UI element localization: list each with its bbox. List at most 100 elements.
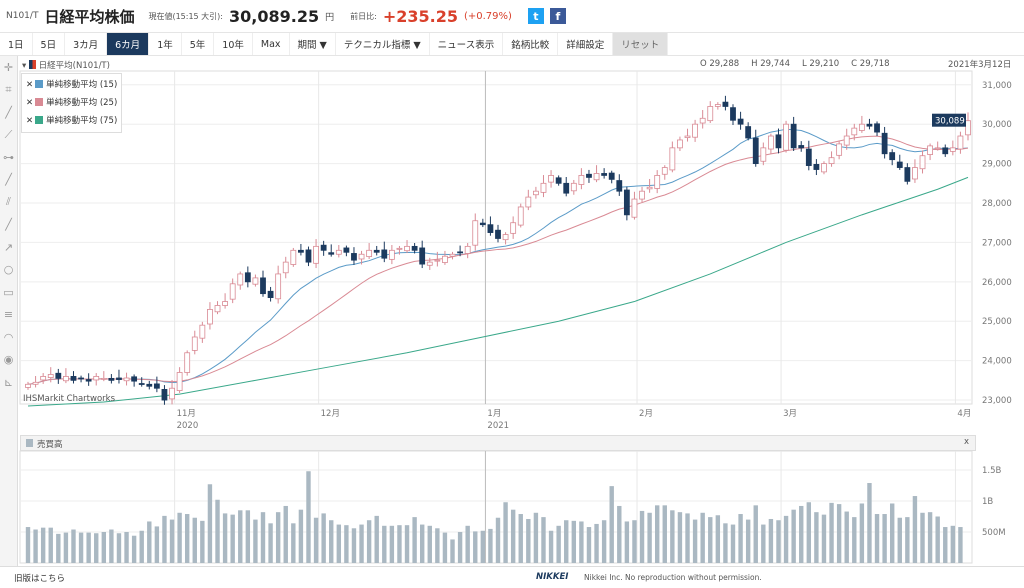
old-version-link[interactable]: 旧版はこちら	[14, 574, 66, 584]
volume-bar	[685, 513, 690, 563]
price-tick-label: 24,000	[982, 357, 1012, 367]
trend-tool-icon[interactable]: ╱	[5, 173, 12, 187]
volume-bar	[874, 514, 880, 563]
range-toolbar: 1日 5日 3カ月 6カ月 1年 5年 10年 Max 期間 ▼ テクニカル指標 ▼ ニュース表示銘…	[0, 32, 1024, 56]
candle-body	[442, 255, 448, 263]
candle-body	[449, 253, 456, 257]
volume-bar	[723, 523, 728, 563]
range-button-7[interactable]: Max	[253, 33, 290, 55]
volume-bar	[147, 521, 152, 563]
volume-bar	[889, 503, 895, 563]
fibonacci-tool-icon[interactable]: ≡	[3, 308, 14, 322]
price-tick-label: 28,000	[982, 199, 1012, 209]
volume-bar	[799, 505, 804, 563]
volume-bar	[283, 505, 288, 563]
legend-item-ma75[interactable]: ✕ 単純移動平均 (75)	[26, 112, 117, 130]
candle-body	[358, 253, 365, 260]
price-tick-label: 23,000	[982, 396, 1012, 406]
range-button-12[interactable]: 詳細設定	[558, 33, 614, 55]
range-button-2[interactable]: 3カ月	[65, 33, 108, 55]
candle-body	[805, 148, 812, 166]
volume-bar	[920, 512, 925, 563]
volume-bar	[806, 502, 812, 563]
volume-bar	[897, 517, 902, 563]
volume-bar	[245, 510, 251, 563]
volume-bar	[86, 532, 91, 563]
range-button-8[interactable]: 期間 ▼	[290, 33, 336, 55]
close-panel-button[interactable]: x	[963, 437, 969, 447]
range-button-5[interactable]: 5年	[182, 33, 215, 55]
volume-bar	[601, 520, 607, 563]
arc-tool-icon[interactable]: ◠	[3, 330, 14, 344]
range-button-3[interactable]: 6カ月	[107, 33, 150, 55]
range-button-11[interactable]: 銘柄比較	[503, 33, 559, 55]
current-price-label: 現在値(15:15 大引):	[148, 11, 224, 21]
candle-body	[396, 247, 403, 250]
range-button-1[interactable]: 5日	[33, 33, 66, 55]
circle-tool-icon[interactable]: ○	[3, 263, 14, 277]
remove-icon[interactable]: ✕	[26, 98, 34, 108]
channel-tool-icon[interactable]: ╱	[5, 218, 12, 232]
candle-body	[373, 249, 380, 253]
candle-body	[525, 196, 532, 208]
x-tick-year: 2020	[177, 421, 199, 431]
remove-icon[interactable]: ✕	[26, 116, 34, 126]
volume-bar	[480, 530, 486, 563]
candle-body	[533, 190, 539, 196]
zoom-tool-icon[interactable]: ⌗	[5, 82, 12, 96]
volume-bar	[351, 528, 357, 563]
volume-bar	[116, 533, 122, 563]
volume-bar	[753, 505, 758, 563]
range-button-6[interactable]: 10年	[214, 33, 253, 55]
range-button-13[interactable]: リセット	[613, 33, 669, 55]
chart-header-symbol[interactable]: ▾ 日経平均(N101/T)	[22, 60, 110, 71]
volume-bar	[571, 520, 577, 563]
volume-bar	[450, 539, 455, 563]
target-tool-icon[interactable]: ◉	[3, 353, 14, 367]
remove-icon[interactable]: ✕	[26, 80, 34, 90]
range-button-10[interactable]: ニュース表示	[430, 33, 504, 55]
ohlc-readout: O 29,288 H 29,744 L 29,210 C 29,718	[700, 59, 890, 69]
range-button-4[interactable]: 1年	[149, 33, 182, 55]
measure-tool-icon[interactable]: ⟋	[4, 127, 13, 141]
volume-bar	[639, 510, 645, 563]
chart-type-tool-icon[interactable]: ⊾	[3, 375, 14, 389]
volume-bar	[366, 520, 372, 563]
range-button-0[interactable]: 1日	[0, 33, 33, 55]
facebook-icon[interactable]: f	[549, 8, 566, 24]
legend-label: 単純移動平均 (25)	[46, 98, 118, 108]
line-tool-icon[interactable]: ╱	[5, 105, 12, 119]
volume-bar	[374, 515, 379, 563]
candle-body	[184, 352, 191, 373]
volume-bar	[943, 527, 948, 563]
candle-body	[896, 161, 903, 168]
x-tick-label: 3月	[783, 409, 797, 419]
range-button-9[interactable]: テクニカル指標 ▼	[336, 33, 430, 55]
high-value: H 29,744	[751, 59, 790, 69]
crosshair-tool-icon[interactable]: ✛	[3, 60, 14, 74]
volume-bar	[412, 517, 417, 563]
ray-tool-icon[interactable]: ⊶	[3, 150, 14, 164]
candle-body	[502, 234, 509, 241]
volume-bar	[457, 532, 463, 563]
candle-body	[730, 107, 736, 121]
candle-body	[381, 249, 388, 259]
volume-bar	[442, 532, 448, 563]
volume-bar	[677, 512, 683, 563]
legend-item-ma25[interactable]: ✕ 単純移動平均 (25)	[26, 94, 117, 112]
legend-item-ma15[interactable]: ✕ 単純移動平均 (15)	[26, 76, 117, 94]
volume-bar	[177, 512, 182, 563]
parallel-tool-icon[interactable]: ⫽	[6, 195, 11, 209]
volume-bar	[632, 520, 637, 563]
candle-body	[942, 147, 949, 155]
volume-tick-label: 1.5B	[982, 466, 1002, 476]
rectangle-tool-icon[interactable]: ▭	[3, 285, 14, 299]
volume-bar	[419, 524, 425, 563]
twitter-icon[interactable]: t	[527, 8, 544, 24]
volume-bar	[624, 521, 630, 563]
candle-body	[889, 152, 896, 161]
arrow-tool-icon[interactable]: ↗	[3, 240, 14, 254]
candle-body	[631, 198, 638, 218]
candle-body	[116, 377, 122, 380]
